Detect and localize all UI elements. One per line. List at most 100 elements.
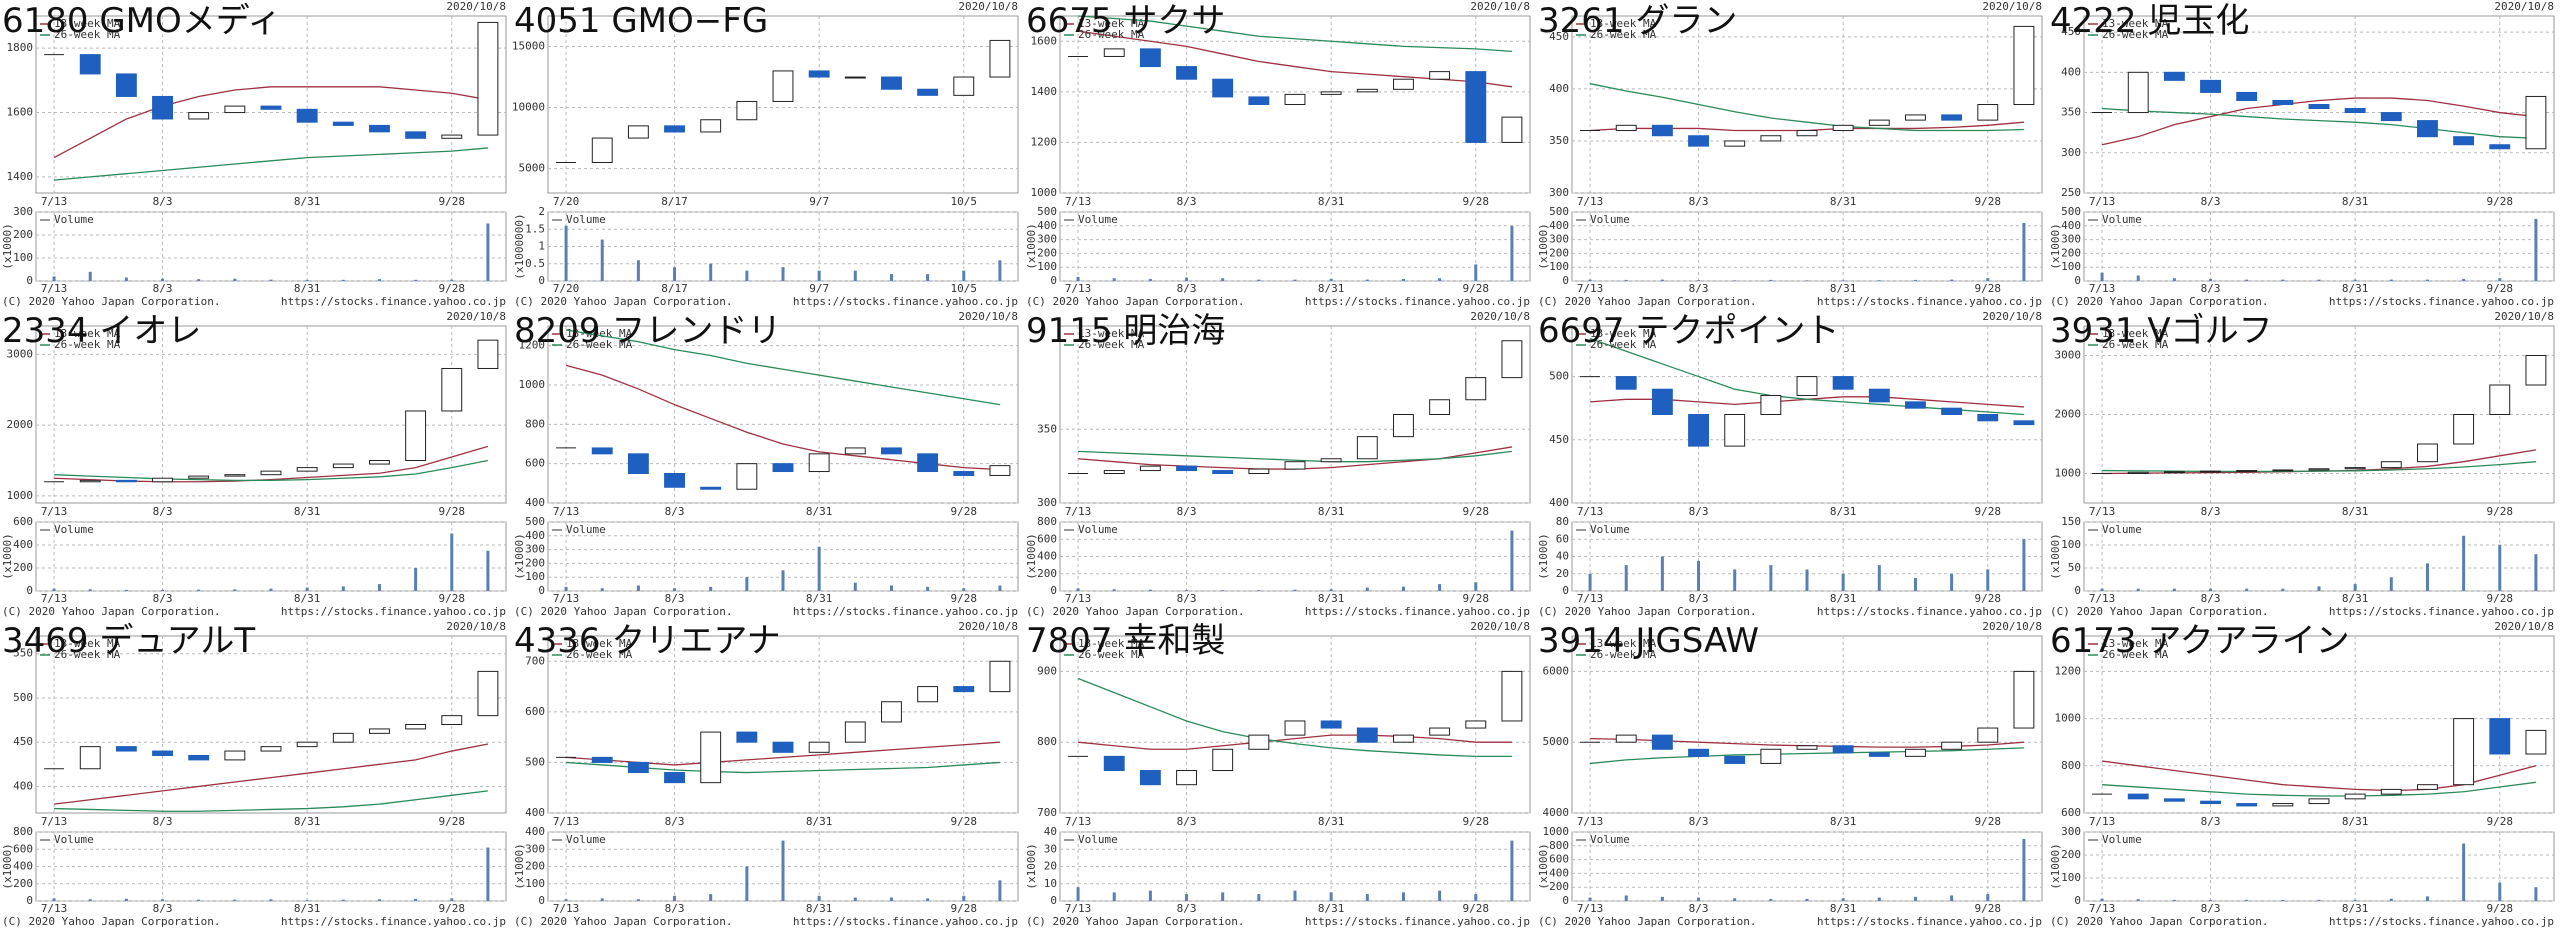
x-tick-label: 9/28: [1463, 282, 1490, 295]
candle: [1868, 752, 1890, 757]
candle: [627, 761, 649, 774]
y-tick-label: 400: [13, 779, 33, 792]
volume-bar: [926, 898, 930, 901]
y-tick-label: 200: [1549, 246, 1569, 259]
candle: [1760, 748, 1782, 764]
candle: [152, 477, 173, 483]
y-tick-label: 0: [26, 894, 33, 907]
x-tick-label: 8/31: [2342, 815, 2369, 828]
volume-bar: [745, 270, 749, 281]
candle: [369, 460, 390, 465]
x-tick-label: 8/31: [2342, 505, 2369, 518]
legend-label: Volume: [54, 833, 94, 846]
legend-label: 26-week MA: [566, 648, 633, 661]
candle: [700, 486, 722, 490]
volume-bar: [1329, 892, 1333, 901]
x-tick-label: 7/13: [553, 815, 580, 828]
candle: [2308, 104, 2330, 110]
y-tick-label: 600: [525, 457, 545, 470]
y-tick-label: 400: [525, 496, 545, 509]
volume-bar: [88, 589, 92, 591]
y-tick-label: 0: [1562, 274, 1569, 287]
volume-plot: [2083, 831, 2555, 902]
volume-bar: [1293, 890, 1297, 901]
volume-bar: [1950, 573, 1954, 591]
x-tick-label: 9/7: [809, 195, 829, 208]
volume-bar: [962, 895, 966, 901]
candle: [369, 728, 390, 734]
x-tick-label: 8/3: [1689, 282, 1709, 295]
volume-bar: [1877, 897, 1881, 901]
volume-unit: (x1000): [1025, 223, 1038, 269]
legend-label: Volume: [54, 523, 94, 536]
volume-plot: [35, 521, 507, 592]
volume-bar: [2100, 898, 2104, 901]
source-url: https://stocks.finance.yahoo.co.jp: [2329, 605, 2554, 618]
date: 2020/10/8: [2494, 310, 2554, 323]
y-tick-label: 200: [13, 877, 33, 890]
volume-unit: (x1000): [1025, 533, 1038, 579]
chart-title: 3914 JIGSAW: [1538, 621, 1759, 661]
y-tick-label: 200: [1549, 880, 1569, 893]
candle: [188, 112, 210, 120]
y-tick-label: 400: [525, 806, 545, 819]
y-tick-label: 400: [525, 529, 545, 542]
y-tick-label: 300: [2061, 146, 2081, 159]
y-tick-label: 100: [2061, 260, 2081, 273]
stock-chart: 5000 10000 15000 0 0.5 1 1.5 2 7/20 7/20 8/17 8/17 9…: [512, 0, 1019, 308]
volume-bar: [1986, 278, 1990, 281]
volume-bar: [1148, 890, 1152, 901]
y-tick-label: 0: [538, 894, 545, 907]
candle: [2272, 99, 2294, 105]
moving-average: [565, 329, 1001, 406]
chart-title: 4336 クリエアナ: [514, 621, 781, 661]
volume-bar: [1365, 279, 1369, 281]
candle: [79, 479, 101, 483]
moving-average: [2102, 107, 2536, 139]
volume-bar: [2534, 218, 2538, 281]
volume-bar: [1510, 840, 1514, 901]
stock-chart: 600 800 1000 1200 0 100 200 300 7/13 7/13 8/3 8/3 8/…: [2049, 620, 2555, 928]
volume-bar: [2462, 843, 2466, 901]
y-tick-label: 250: [2061, 186, 2081, 199]
volume-bar: [1805, 898, 1809, 901]
volume-bar: [2245, 279, 2249, 281]
candle: [736, 463, 758, 490]
volume-bar: [1221, 278, 1225, 281]
y-tick-label: 100: [525, 877, 545, 890]
volume-bar: [2498, 545, 2502, 591]
legend-label: 26-week MA: [566, 338, 633, 351]
y-tick-label: 800: [1037, 735, 1057, 748]
x-tick-label: 9/28: [439, 282, 466, 295]
moving-average: [54, 790, 489, 812]
y-tick-label: 2000: [7, 418, 34, 431]
y-tick-label: 3000: [7, 347, 34, 360]
x-tick-label: 8/31: [2342, 902, 2369, 915]
y-tick-label: 350: [1037, 422, 1057, 435]
candle: [917, 453, 939, 473]
y-tick-label: 200: [1037, 567, 1057, 580]
volume-bar: [414, 898, 418, 901]
volume-bar: [962, 270, 966, 281]
y-tick-label: 6000: [1543, 664, 1570, 677]
candle: [1465, 720, 1487, 729]
volume-bar: [1257, 590, 1261, 591]
candle: [917, 88, 939, 96]
x-tick-label: 8/3: [1689, 195, 1709, 208]
volume-bar: [926, 274, 930, 281]
legend-label: Volume: [566, 833, 606, 846]
volume-unit: (x1000000): [513, 213, 526, 279]
candle: [2344, 108, 2366, 114]
volume-bar: [709, 894, 713, 901]
candle: [1176, 770, 1197, 786]
x-tick-label: 9/28: [1975, 505, 2002, 518]
source-url: https://stocks.finance.yahoo.co.jp: [2329, 295, 2554, 308]
legend-label: 13-week MA: [54, 17, 121, 30]
date: 2020/10/8: [2494, 620, 2554, 633]
volume-bar: [1257, 279, 1261, 281]
chart-title: 7807 幸和製: [1026, 621, 1225, 661]
volume-bar: [1913, 896, 1917, 901]
x-tick-label: 10/5: [951, 195, 978, 208]
candle: [79, 54, 101, 75]
volume-bar: [1733, 569, 1737, 591]
